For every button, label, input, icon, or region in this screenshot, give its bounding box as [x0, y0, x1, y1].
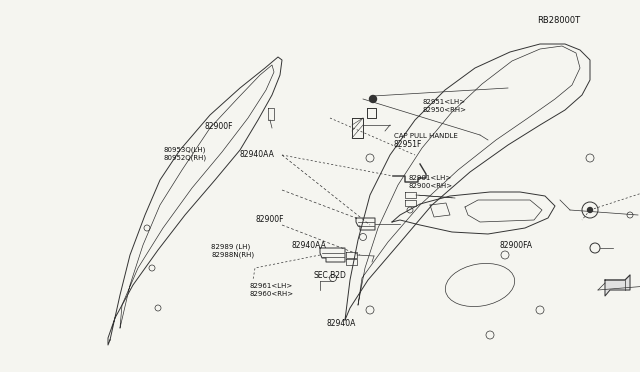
Text: SEC.B2D: SEC.B2D [314, 271, 346, 280]
Circle shape [588, 208, 593, 212]
Text: 82951<LH>: 82951<LH> [422, 99, 465, 105]
Text: 82961<LH>: 82961<LH> [250, 283, 293, 289]
Text: 82901<LH>: 82901<LH> [408, 175, 452, 181]
Text: 80953Q(LH): 80953Q(LH) [163, 147, 205, 153]
Text: 82900<RH>: 82900<RH> [408, 183, 452, 189]
Text: RB28000T: RB28000T [538, 16, 580, 25]
Circle shape [369, 96, 376, 103]
Polygon shape [605, 275, 630, 296]
Text: 80952Q(RH): 80952Q(RH) [163, 155, 206, 161]
Text: 82940AA: 82940AA [291, 241, 326, 250]
Text: 82900FA: 82900FA [499, 241, 532, 250]
Text: 82950<RH>: 82950<RH> [422, 107, 467, 113]
Text: 82940A: 82940A [326, 319, 356, 328]
Text: 82960<RH>: 82960<RH> [250, 291, 294, 297]
Text: 82940AA: 82940AA [240, 150, 275, 159]
Text: 82900F: 82900F [256, 215, 285, 224]
Text: 82989 (LH): 82989 (LH) [211, 243, 250, 250]
Text: 82951F: 82951F [394, 140, 422, 149]
Text: 82900F: 82900F [205, 122, 234, 131]
Text: CAP PULL HANDLE: CAP PULL HANDLE [394, 133, 458, 139]
Text: 82988N(RH): 82988N(RH) [211, 251, 254, 258]
